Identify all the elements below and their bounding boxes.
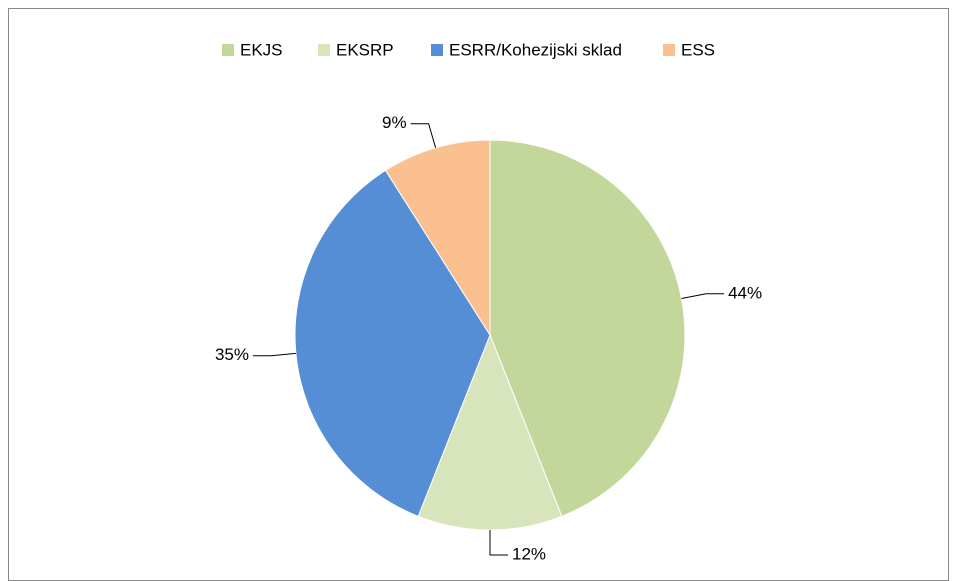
legend-swatch <box>222 44 234 56</box>
pie-slice <box>417 333 563 531</box>
data-label: 12% <box>512 544 546 563</box>
pie-slice <box>384 139 491 337</box>
leader-line <box>681 293 725 299</box>
leader-line <box>252 352 296 357</box>
data-label: 44% <box>728 283 762 302</box>
legend-swatch <box>318 44 330 56</box>
legend-label: ESRR/Kohezijski sklad <box>449 40 622 59</box>
legend-label: EKSRP <box>336 40 394 59</box>
legend-swatch <box>431 44 443 56</box>
legend-swatch <box>663 44 675 56</box>
legend-label: EKJS <box>240 40 283 59</box>
leader-line <box>489 530 508 556</box>
legend-label: ESS <box>681 40 715 59</box>
pie-slice <box>294 169 491 517</box>
data-label: 35% <box>215 345 249 364</box>
pie-slice <box>489 139 686 517</box>
data-label: 9% <box>382 113 407 132</box>
leader-line <box>410 123 437 148</box>
